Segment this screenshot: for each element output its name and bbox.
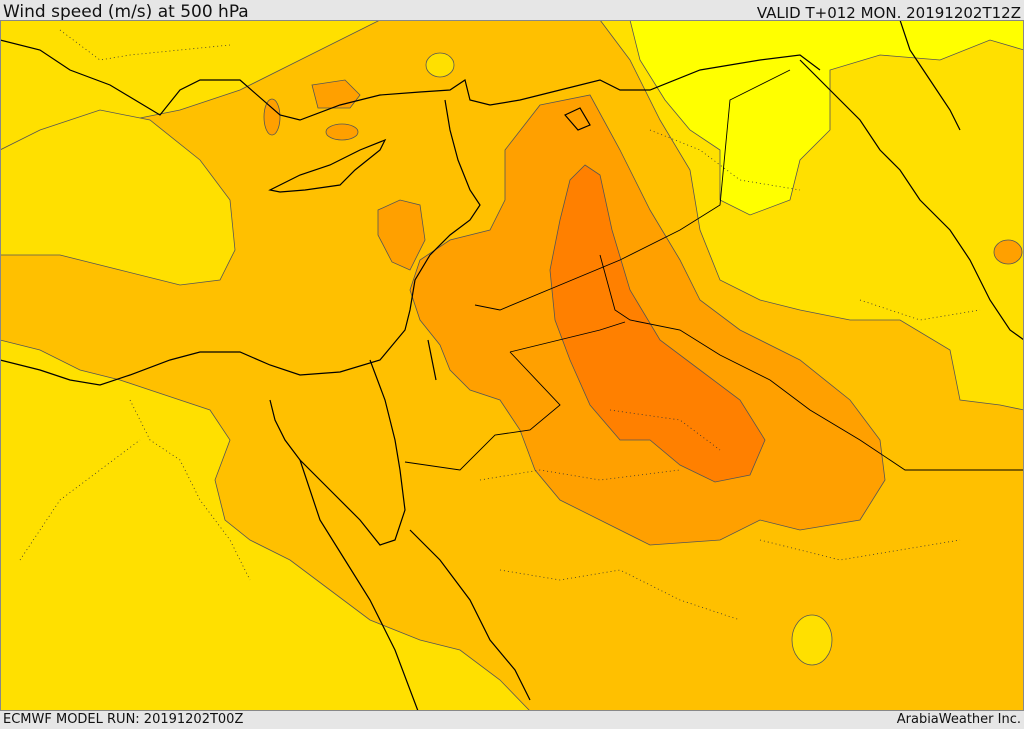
field-lightest-sw — [300, 600, 440, 711]
field-mid-spot-east — [791, 614, 833, 666]
coast-north — [0, 39, 821, 121]
field-light-spot-north — [425, 52, 455, 78]
lake-van — [564, 107, 591, 131]
suez-red-sea — [269, 359, 406, 546]
footer-bar — [0, 711, 1024, 729]
wind-speed-map — [0, 20, 1024, 711]
gulf-aqaba — [427, 339, 437, 381]
admin-line-1 — [59, 29, 231, 61]
credit-label: ArabiaWeather Inc. — [896, 712, 1021, 727]
model-run-label: ECMWF MODEL RUN: 20191202T00Z — [3, 712, 244, 727]
red-sea-east — [409, 529, 531, 701]
border-c — [404, 351, 561, 471]
persian-gulf — [799, 59, 1024, 341]
admin-line-3 — [19, 439, 141, 561]
field-orange-spot-b — [325, 123, 359, 141]
admin-line-9 — [609, 409, 721, 451]
admin-line-5 — [499, 569, 741, 621]
cyprus — [268, 138, 387, 193]
field-light-lobe-sea — [0, 109, 236, 286]
coastlines — [0, 20, 1024, 711]
admin-line-8 — [759, 539, 961, 561]
border-d — [474, 69, 791, 311]
header-bar — [0, 0, 1024, 20]
field-dark-orange-core — [549, 164, 766, 483]
field-lightest-ne — [629, 20, 1024, 216]
border-a — [599, 254, 1024, 471]
coast-levant — [0, 99, 481, 386]
admin-lines — [19, 29, 981, 621]
red-sea-west — [299, 459, 419, 711]
valid-time-label: VALID T+012 MON. 20191202T12Z — [756, 4, 1021, 22]
map-title: Wind speed (m/s) at 500 hPa — [3, 2, 249, 22]
field-orange-spot-c — [993, 239, 1023, 265]
country-borders — [404, 69, 1024, 471]
field-orange-west-blob — [377, 199, 426, 271]
field-orange-spot-a — [263, 98, 281, 136]
caspian-area — [899, 20, 961, 131]
border-b — [509, 321, 626, 353]
